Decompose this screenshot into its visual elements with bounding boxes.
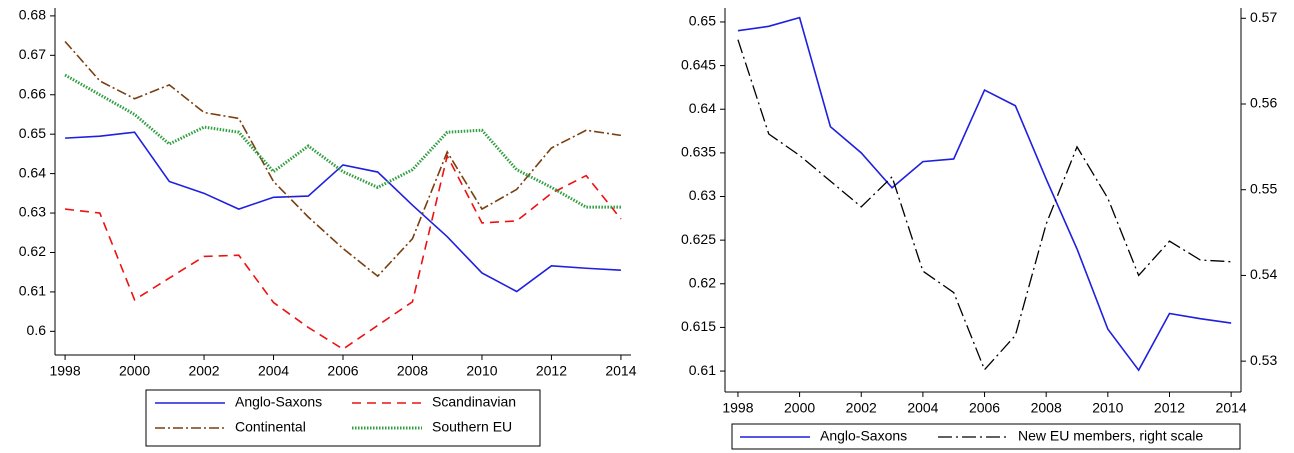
x-tick-label: 2012 <box>1154 400 1185 416</box>
y-tick-label: 0.63 <box>19 204 46 220</box>
x-tick-label: 2014 <box>605 363 636 379</box>
legend-label: Continental <box>235 419 306 435</box>
legend-label: Anglo-Saxons <box>235 394 322 410</box>
series-line <box>64 153 622 351</box>
y-tick-label: 0.61 <box>19 283 46 299</box>
y2-tick-label: 0.54 <box>1250 266 1277 282</box>
x-tick-label: 2008 <box>1031 400 1062 416</box>
y-tick-label: 0.625 <box>681 231 716 247</box>
y-tick-label: 0.64 <box>19 164 46 180</box>
y-tick-label: 0.65 <box>19 125 46 141</box>
y-tick-label: 0.645 <box>681 56 716 72</box>
legend-label: New EU members, right scale <box>1018 428 1203 444</box>
legend-label: Anglo-Saxons <box>820 428 907 444</box>
x-tick-label: 2004 <box>907 400 938 416</box>
y-tick-label: 0.615 <box>681 318 716 334</box>
legend-label: Southern EU <box>432 419 512 435</box>
x-tick-label: 2014 <box>1216 400 1247 416</box>
x-tick-label: 2006 <box>969 400 1000 416</box>
y-tick-label: 0.66 <box>19 85 46 101</box>
y-tick-label: 0.65 <box>689 13 716 29</box>
x-tick-label: 2010 <box>466 363 497 379</box>
y-tick-label: 0.68 <box>19 7 46 23</box>
x-tick-label: 2000 <box>119 363 150 379</box>
y-tick-label: 0.67 <box>19 46 46 62</box>
y-tick-label: 0.6 <box>27 322 47 338</box>
y-tick-label: 0.64 <box>689 100 716 116</box>
x-tick-label: 2006 <box>327 363 358 379</box>
y2-tick-label: 0.53 <box>1250 352 1277 368</box>
x-tick-label: 1998 <box>49 363 80 379</box>
y-tick-label: 0.62 <box>689 274 716 290</box>
series-line <box>737 39 1232 371</box>
series-line <box>737 16 1232 372</box>
x-tick-label: 2012 <box>536 363 567 379</box>
x-tick-label: 2008 <box>397 363 428 379</box>
x-tick-label: 2010 <box>1092 400 1123 416</box>
x-tick-label: 2002 <box>846 400 877 416</box>
y2-tick-label: 0.57 <box>1250 9 1277 25</box>
y2-tick-label: 0.55 <box>1250 180 1277 196</box>
legend-label: Scandinavian <box>432 394 516 410</box>
legend-box <box>145 389 541 447</box>
y-tick-label: 0.62 <box>19 243 46 259</box>
x-tick-label: 2000 <box>784 400 815 416</box>
y2-tick-label: 0.56 <box>1250 95 1277 111</box>
y-tick-label: 0.635 <box>681 144 716 160</box>
series-line <box>65 131 621 293</box>
series-line <box>64 73 621 209</box>
y-tick-label: 0.63 <box>689 187 716 203</box>
x-tick-label: 2002 <box>188 363 219 379</box>
y-tick-label: 0.61 <box>689 362 716 378</box>
series-line <box>64 40 622 278</box>
x-tick-label: 2004 <box>258 363 289 379</box>
x-tick-label: 1998 <box>722 400 753 416</box>
